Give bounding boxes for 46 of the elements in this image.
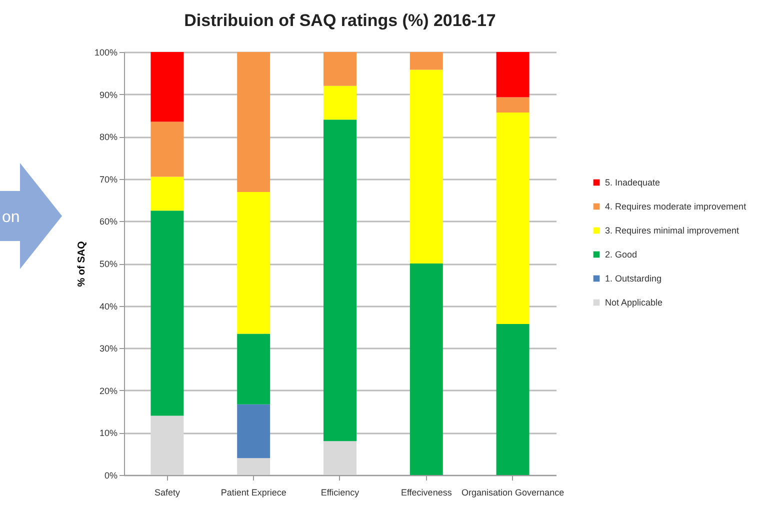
bar — [324, 120, 356, 442]
bar — [237, 192, 270, 334]
y-tick-label: 30% — [99, 344, 118, 354]
bar — [410, 70, 443, 264]
y-tick-label: 40% — [99, 301, 118, 312]
arrow-icon: on — [0, 163, 62, 269]
x-tick-label: Organisation Governance — [462, 488, 564, 498]
bar — [237, 334, 270, 404]
bar — [150, 210, 184, 416]
bar — [324, 52, 356, 86]
bar — [496, 97, 530, 112]
y-tick-label: 70% — [99, 174, 118, 184]
bar — [150, 176, 184, 211]
y-tick-label: 100% — [94, 48, 118, 58]
y-tick-label: 90% — [99, 90, 118, 100]
bar — [496, 52, 530, 98]
bar — [410, 264, 443, 475]
y-axis-title: % of SAQ — [76, 241, 88, 287]
bar — [496, 324, 530, 475]
bar — [237, 458, 270, 475]
bar — [237, 52, 270, 192]
y-tick-label: 0% — [104, 470, 118, 480]
y-tick-label: 80% — [99, 132, 118, 142]
x-tick-label: Efficiency — [320, 488, 360, 498]
bar — [150, 416, 184, 475]
bar — [324, 441, 356, 475]
bar — [496, 112, 530, 324]
bar — [324, 86, 356, 120]
bar — [237, 404, 270, 458]
legend-label: Not Applicable — [605, 298, 663, 308]
y-tick-label: 50% — [99, 259, 118, 269]
legend-label: 4. Requires moderate improvement — [605, 202, 747, 212]
chart-title: Distribuion of SAQ ratings (%) 2016-17 — [184, 11, 496, 30]
x-tick-label: Safety — [154, 488, 180, 498]
bar — [410, 52, 443, 70]
bar — [150, 52, 184, 122]
legend-label: 1. Outstarding — [605, 274, 662, 284]
legend-label: 3. Requires minimal improvement — [605, 226, 740, 236]
y-tick-label: 60% — [99, 216, 118, 227]
x-tick-label: Patient Expriece — [220, 488, 286, 498]
y-tick-label: 20% — [99, 386, 118, 396]
legend-label: 2. Good — [605, 250, 638, 260]
bar — [150, 122, 184, 177]
y-tick-label: 10% — [99, 428, 118, 438]
legend-label: 5. Inadequate — [605, 178, 660, 188]
x-tick-label: Effeciveness — [400, 488, 452, 498]
